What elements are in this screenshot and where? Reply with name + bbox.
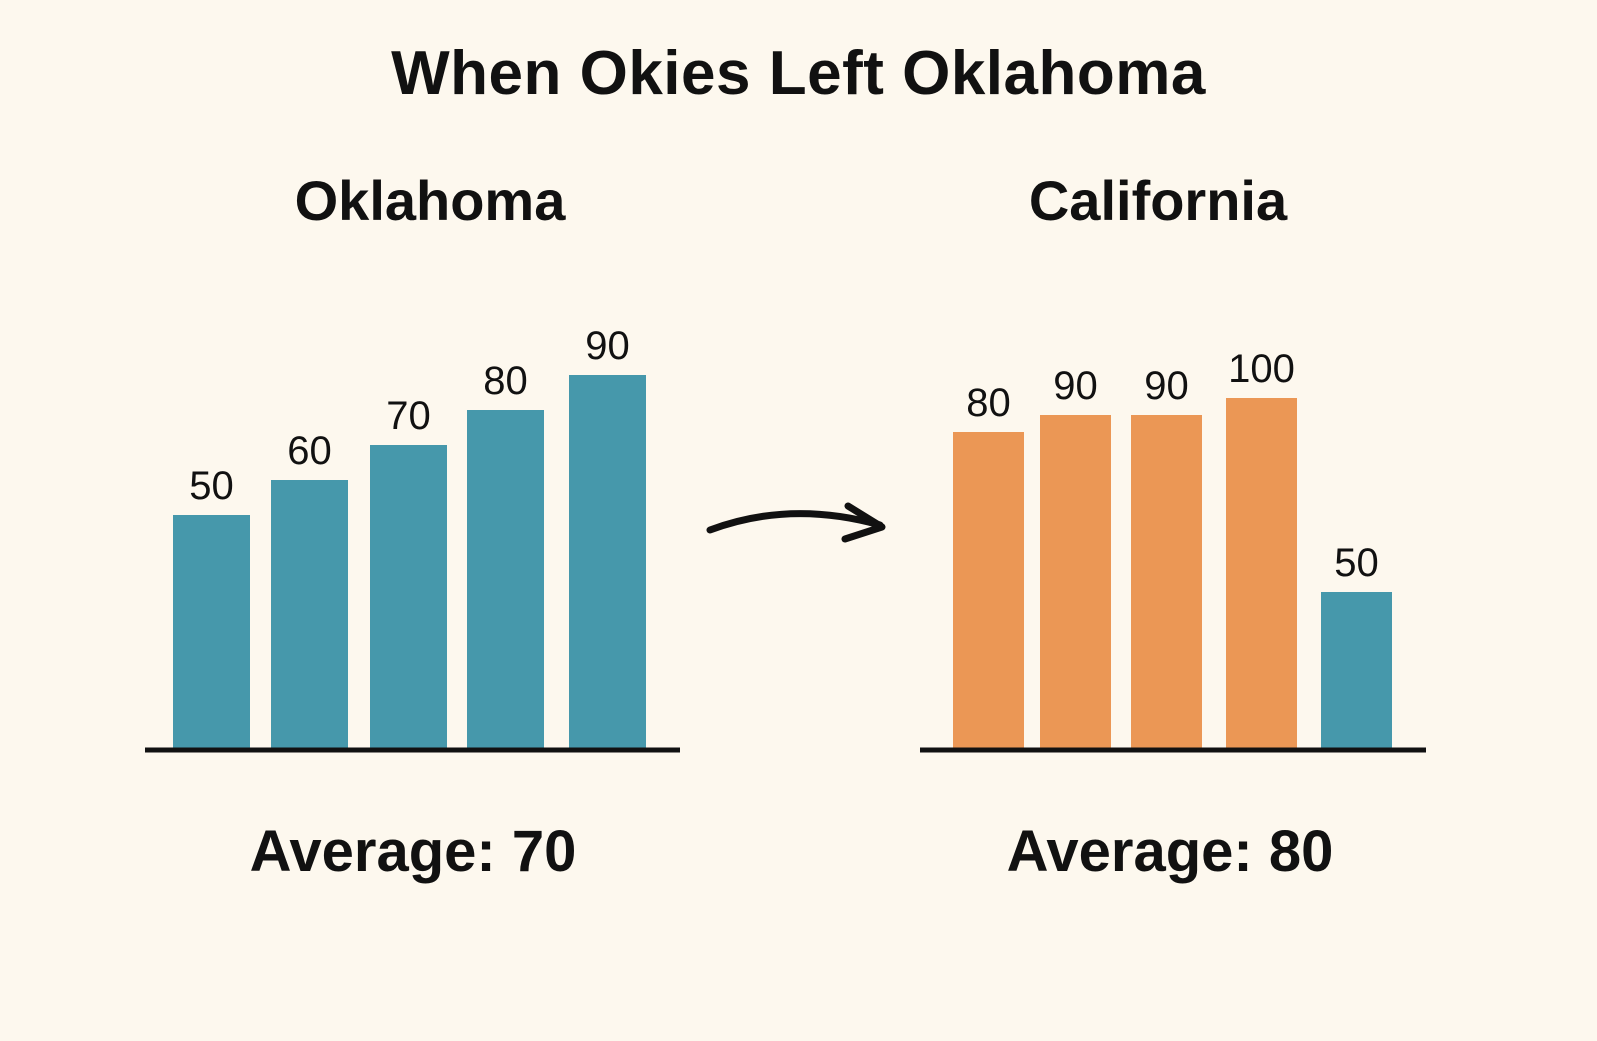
california-bar-3 [1131, 415, 1202, 748]
oklahoma-bar-5 [569, 375, 646, 748]
oklahoma-bar-2 [271, 480, 348, 748]
california-bar-label-4: 100 [1228, 347, 1295, 391]
panel-title-california: California [1028, 169, 1288, 232]
california-bar-label-2: 90 [1053, 364, 1098, 408]
california-bar-label-1: 80 [966, 381, 1011, 425]
chart-title: When Okies Left Oklahoma [391, 39, 1206, 108]
oklahoma-bar-label-5: 90 [585, 324, 630, 368]
california-bar-4 [1226, 398, 1297, 748]
oklahoma-bars: 50 60 70 80 90 [173, 324, 646, 748]
panel-title-oklahoma: Oklahoma [294, 169, 566, 232]
migration-arrow-icon [706, 502, 886, 543]
oklahoma-bar-label-1: 50 [189, 464, 234, 508]
oklahoma-bar-label-3: 70 [386, 394, 431, 438]
california-bar-1 [953, 432, 1024, 748]
oklahoma-bar-3 [370, 445, 447, 748]
california-bar-label-3: 90 [1144, 364, 1189, 408]
california-bar-5 [1321, 592, 1392, 748]
oklahoma-bar-4 [467, 410, 544, 748]
california-average: Average: 80 [1006, 819, 1334, 884]
oklahoma-bar-label-2: 60 [287, 429, 332, 473]
california-bars: 80 90 90 100 50 [953, 347, 1392, 748]
california-bar-label-5: 50 [1334, 541, 1379, 585]
oklahoma-bar-label-4: 80 [483, 359, 528, 403]
california-bar-2 [1040, 415, 1111, 748]
oklahoma-average: Average: 70 [249, 819, 577, 884]
oklahoma-bar-1 [173, 515, 250, 748]
